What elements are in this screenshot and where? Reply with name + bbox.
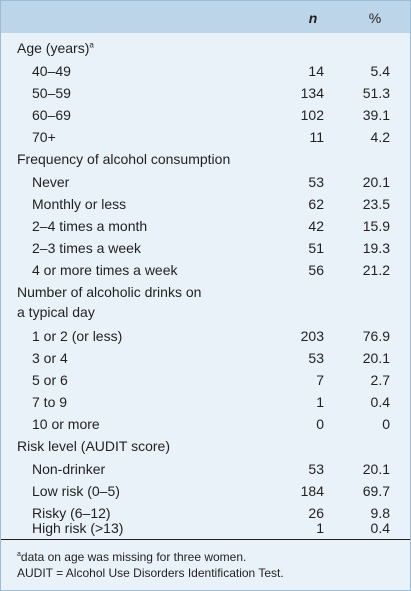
row-percent: 20.1 (362, 461, 390, 477)
section-heading-drinks-line2: a typical day (17, 304, 95, 320)
section-heading-age: Age (years)a (1, 37, 410, 59)
table-row: 2–4 times a month 42 15.9 (1, 215, 410, 237)
row-percent: 9.8 (370, 505, 390, 521)
section-label: Frequency of alcohol consumption (17, 151, 231, 167)
table-row: 50–59 134 51.3 (1, 82, 410, 104)
table-row: 10 or more 0 0 (1, 413, 410, 435)
section-label: Risk level (AUDIT score) (17, 438, 170, 454)
row-label: 4 or more times a week (32, 262, 178, 278)
table-row: Never 53 20.1 (1, 171, 410, 193)
table-row: Low risk (0–5) 184 69.7 (1, 480, 410, 502)
row-label: Low risk (0–5) (32, 483, 120, 499)
table-row: 70+ 11 4.2 (1, 126, 410, 148)
row-percent: 0.4 (370, 394, 390, 410)
row-n: 14 (308, 63, 324, 79)
row-percent: 4.2 (370, 129, 390, 145)
row-label: 3 or 4 (32, 350, 68, 366)
row-percent: 51.3 (362, 85, 390, 101)
row-label: 1 or 2 (or less) (32, 328, 123, 344)
table-row: 4 or more times a week 56 21.2 (1, 259, 410, 281)
section-heading-frequency: Frequency of alcohol consumption (1, 148, 410, 170)
row-n: 102 (300, 107, 324, 123)
row-n: 0 (316, 416, 324, 432)
row-n: 1 (316, 520, 324, 536)
row-n: 1 (316, 394, 324, 410)
row-n: 51 (308, 240, 324, 256)
section-heading-drinks-line1: Number of alcoholic drinks on (17, 284, 202, 300)
row-label: Risky (6–12) (32, 505, 111, 521)
row-label: 70+ (32, 129, 56, 145)
row-percent: 15.9 (362, 218, 390, 234)
row-label: High risk (>13) (32, 520, 124, 536)
row-label: Never (32, 174, 70, 190)
row-label: 2–4 times a month (32, 218, 148, 234)
row-label: 5 or 6 (32, 372, 68, 388)
table-row: 3 or 4 53 20.1 (1, 347, 410, 369)
table-row: Risky (6–12) 26 9.8 (1, 502, 410, 524)
footnote-text: data on age was missing for three women. (20, 550, 247, 564)
row-n: 62 (308, 196, 324, 212)
table-row: 7 to 9 1 0.4 (1, 391, 410, 413)
row-percent: 20.1 (362, 350, 390, 366)
row-n: 184 (300, 483, 324, 499)
table-row: 1 or 2 (or less) 203 76.9 (1, 325, 410, 347)
footnote-marker: a (89, 40, 94, 50)
row-label: 40–49 (32, 63, 71, 79)
table-row: Non-drinker 53 20.1 (1, 458, 410, 480)
section-heading-risk: Risk level (AUDIT score) (1, 435, 410, 457)
row-label: Monthly or less (32, 196, 127, 212)
table-row: High risk (>13) 1 0.4 (1, 517, 410, 539)
row-label: 10 or more (32, 416, 100, 432)
row-percent: 76.9 (362, 328, 390, 344)
row-percent: 2.7 (370, 372, 390, 388)
row-label: 60–69 (32, 107, 71, 123)
table-row: 40–49 14 5.4 (1, 60, 410, 82)
row-percent: 39.1 (362, 107, 390, 123)
row-percent: 21.2 (362, 262, 390, 278)
row-label: 7 to 9 (32, 394, 68, 410)
row-n: 203 (300, 328, 324, 344)
row-percent: 5.4 (370, 63, 390, 79)
footnote-audit: AUDIT = Alcohol Use Disorders Identifica… (17, 566, 284, 580)
table-row: Monthly or less 62 23.5 (1, 193, 410, 215)
row-n: 56 (308, 262, 324, 278)
row-n: 53 (308, 350, 324, 366)
row-n: 42 (308, 218, 324, 234)
row-n: 26 (308, 505, 324, 521)
table-footnotes: adata on age was missing for three women… (1, 539, 410, 580)
row-label: Non-drinker (32, 461, 106, 477)
row-n: 53 (308, 174, 324, 190)
section-label: Age (years) (17, 40, 90, 56)
row-n: 134 (300, 85, 324, 101)
row-label: 50–59 (32, 85, 71, 101)
table-header: n % (1, 1, 410, 33)
row-n: 7 (316, 372, 324, 388)
row-percent: 69.7 (362, 483, 390, 499)
table-row: 2–3 times a week 51 19.3 (1, 237, 410, 259)
row-percent: 23.5 (362, 196, 390, 212)
table-row: 60–69 102 39.1 (1, 104, 410, 126)
row-percent: 19.3 (362, 240, 390, 256)
row-percent: 0 (382, 416, 390, 432)
column-header-n: n (308, 10, 318, 26)
row-percent: 20.1 (362, 174, 390, 190)
footnote-marker: a (17, 551, 21, 558)
row-percent: 0.4 (370, 520, 390, 536)
row-n: 11 (309, 129, 324, 145)
footnote-age: adata on age was missing for three women… (17, 550, 246, 564)
row-n: 53 (308, 461, 324, 477)
row-label: 2–3 times a week (32, 240, 141, 256)
column-header-percent: % (368, 10, 382, 26)
table-row: 5 or 6 7 2.7 (1, 369, 410, 391)
